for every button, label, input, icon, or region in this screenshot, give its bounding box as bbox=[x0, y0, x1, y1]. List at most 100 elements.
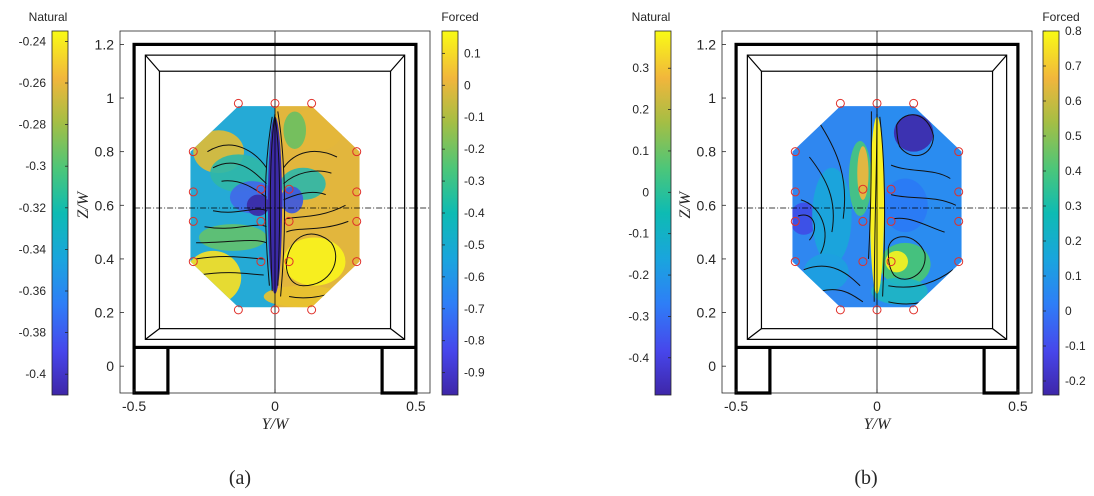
contour-line bbox=[204, 224, 267, 229]
colorbar-tick-label: 0.3 bbox=[632, 61, 649, 75]
colorbar-tick-label: -0.4 bbox=[25, 367, 46, 381]
panel-caption: (a) bbox=[229, 467, 251, 489]
colorbar-tick-label: -0.3 bbox=[25, 159, 46, 173]
colorbar-tick-label: -0.7 bbox=[464, 302, 485, 316]
contour-line bbox=[820, 289, 864, 303]
colorbar-tick-label: 0.8 bbox=[1065, 24, 1082, 38]
probe-point bbox=[256, 257, 266, 267]
cabin-perspective-edge bbox=[992, 328, 1007, 340]
contour-line bbox=[198, 272, 264, 276]
x-axis-label: Y/W bbox=[864, 416, 892, 433]
colorbar-tick-label: 0.1 bbox=[1065, 269, 1082, 283]
probe-point bbox=[352, 216, 362, 226]
cabin-perspective-edge bbox=[390, 54, 406, 72]
probe-point bbox=[188, 147, 198, 157]
colorbar-title: Forced bbox=[1042, 10, 1079, 24]
probe-point bbox=[284, 257, 294, 267]
colorbar-tick-label: -0.2 bbox=[628, 268, 649, 282]
x-axis-label: Y/W bbox=[262, 416, 290, 433]
probe-point bbox=[790, 187, 800, 197]
colorbar-tick-label: -0.28 bbox=[19, 118, 47, 132]
x-tick-label: 0 bbox=[271, 398, 279, 414]
cabin-perspective-edge bbox=[746, 54, 762, 72]
probe-point bbox=[352, 257, 362, 267]
contour-line bbox=[868, 111, 872, 259]
y-tick-label: 0.8 bbox=[697, 144, 717, 160]
colorbar-forced bbox=[1042, 30, 1060, 396]
probe-point bbox=[188, 257, 198, 267]
panel-a: -0.5 0 0.5 0 0.2 0.4 0.6 0.8 1 1.2 Y/W Z/W Natural -0… bbox=[19, 10, 485, 489]
colorbar-tick-label: -0.3 bbox=[464, 174, 485, 188]
y-axis-label: Z/W bbox=[75, 190, 92, 218]
colorbar-tick-label: 0.4 bbox=[1065, 164, 1082, 178]
colorbar-tick-label: 0 bbox=[642, 185, 649, 199]
colorbar-tick-label: 0.6 bbox=[1065, 94, 1082, 108]
y-tick-label: 1 bbox=[708, 90, 716, 106]
probe-point bbox=[284, 184, 294, 194]
contour-line bbox=[890, 164, 951, 179]
probe-point bbox=[858, 184, 868, 194]
probe-point bbox=[858, 257, 868, 267]
field-region bbox=[283, 111, 306, 149]
probe-point bbox=[909, 305, 919, 315]
probe-point bbox=[284, 216, 294, 226]
contour-line bbox=[896, 114, 934, 157]
panel-caption: (b) bbox=[854, 467, 877, 489]
cabin-perspective-edge bbox=[145, 328, 160, 340]
contour-line bbox=[893, 217, 945, 233]
contour-line bbox=[887, 236, 926, 280]
colorbar-natural bbox=[654, 30, 672, 396]
cabin-perspective-edge bbox=[747, 328, 762, 340]
field-region bbox=[885, 250, 909, 273]
field-region bbox=[803, 253, 849, 292]
probe-point bbox=[307, 305, 317, 315]
probe-point bbox=[188, 216, 198, 226]
y-tick-label: 0 bbox=[708, 358, 716, 374]
probe-point bbox=[909, 98, 919, 108]
colorbar-tick-label: -0.1 bbox=[464, 110, 485, 124]
y-tick-label: 0 bbox=[106, 358, 114, 374]
contour-line bbox=[277, 111, 286, 297]
probe-point bbox=[886, 184, 896, 194]
contour-line bbox=[212, 208, 267, 213]
y-tick-label: 0.6 bbox=[697, 197, 717, 213]
contour-line bbox=[888, 269, 954, 288]
field-region bbox=[893, 114, 934, 152]
field-region bbox=[882, 178, 928, 233]
contour-line bbox=[286, 220, 349, 233]
probe-point bbox=[954, 216, 964, 226]
contour-line bbox=[283, 170, 332, 185]
probe-point bbox=[858, 216, 868, 226]
x-tick-label: 0.5 bbox=[406, 398, 426, 414]
probe-point bbox=[256, 184, 266, 194]
y-tick-label: 0.6 bbox=[95, 197, 115, 213]
probe-point bbox=[270, 305, 280, 315]
contour-line bbox=[283, 191, 326, 201]
y-tick-label: 0.4 bbox=[697, 251, 717, 267]
y-tick-label: 0.2 bbox=[697, 305, 717, 321]
probe-point bbox=[188, 187, 198, 197]
colorbar-tick-label: -0.2 bbox=[1065, 374, 1086, 388]
colorbar-tick-label: -0.3 bbox=[628, 309, 649, 323]
contour-line bbox=[207, 144, 267, 169]
colorbar-tick-label: 0.3 bbox=[1065, 199, 1082, 213]
contour-line bbox=[809, 156, 834, 233]
probe-point bbox=[233, 305, 243, 315]
field-region bbox=[857, 146, 869, 200]
colorbar-tick-label: 0 bbox=[1065, 304, 1072, 318]
probe-point bbox=[835, 98, 845, 108]
colorbar-tick-label: -0.24 bbox=[19, 34, 47, 48]
probe-point bbox=[872, 305, 882, 315]
probe-point bbox=[256, 216, 266, 226]
cabin-perspective-edge bbox=[144, 54, 160, 72]
probe-point bbox=[954, 147, 964, 157]
field-region bbox=[190, 250, 242, 305]
probe-point bbox=[872, 98, 882, 108]
y-tick-label: 1.2 bbox=[95, 36, 115, 52]
cabin-perspective-edge bbox=[992, 54, 1008, 72]
x-tick-label: 0.5 bbox=[1008, 398, 1028, 414]
colorbar-tick-label: 0.2 bbox=[632, 103, 649, 117]
probe-point bbox=[790, 216, 800, 226]
contour-field bbox=[792, 106, 962, 308]
